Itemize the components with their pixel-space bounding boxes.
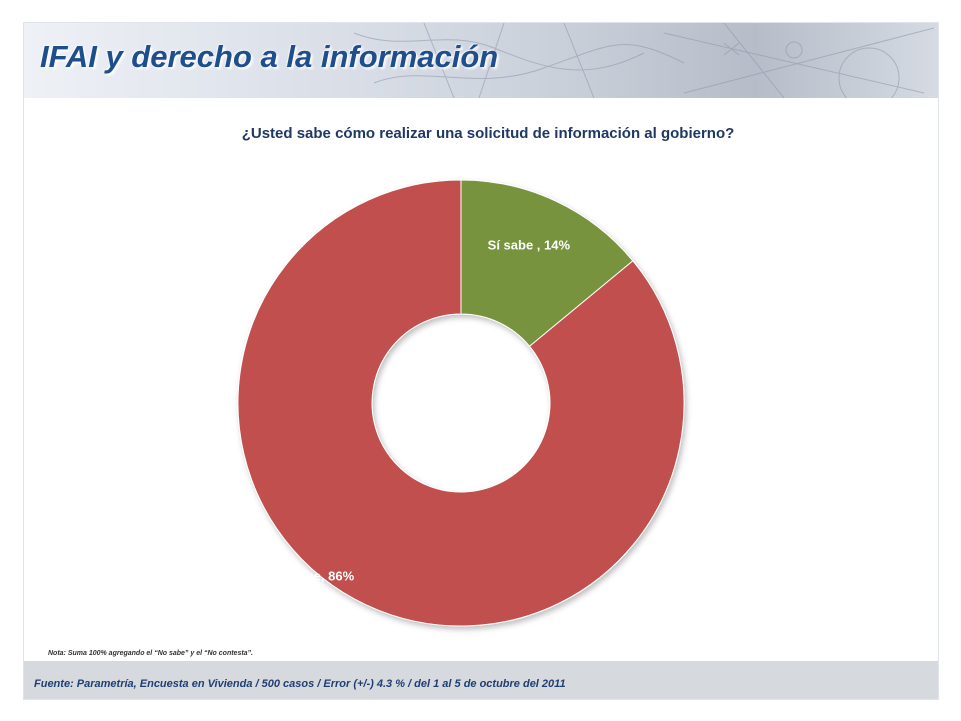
footer-bar: Fuente: Parametría, Encuesta en Vivienda… [24,661,938,699]
slide: IFAI y derecho a la información ¿Usted s… [23,22,939,700]
banner-decoration [353,23,935,98]
donut-chart: ¿Usted sabe cómo realizar una solicitud … [237,125,735,627]
chart-title: ¿Usted sabe cómo realizar una solicitud … [242,125,735,142]
chart-note: Nota: Suma 100% agregando el “No sabe” y… [48,650,253,657]
data-label-si-sabe: Sí sabe , 14% [488,237,571,252]
donut-slice-no-sabe [237,179,685,627]
donut-slice-s-sabe [460,179,634,347]
page-title: IFAI y derecho a la información [40,39,499,74]
header-banner: IFAI y derecho a la información [24,23,938,98]
data-label-no-sabe: No sabe, 86% [270,568,354,583]
source-text: Fuente: Parametría, Encuesta en Vivienda… [34,678,566,690]
